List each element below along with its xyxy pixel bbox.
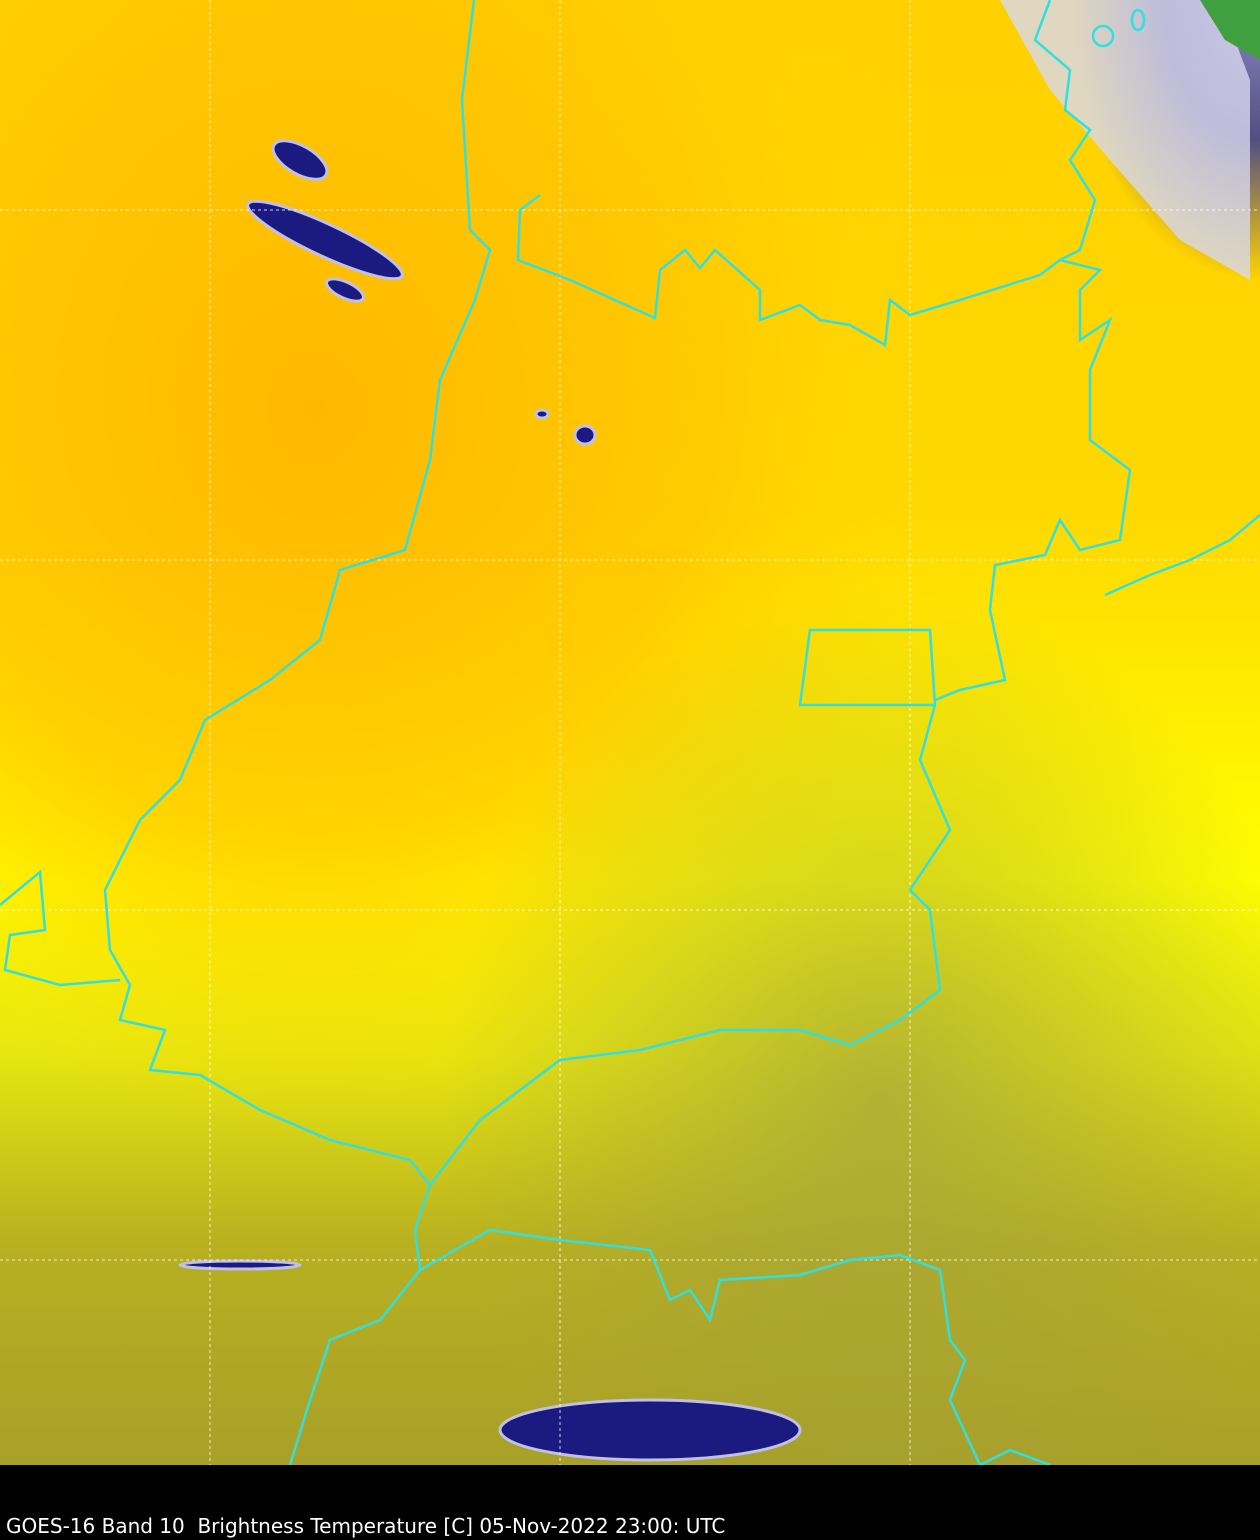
lat-lon-grid — [0, 0, 1260, 1465]
satellite-map — [0, 0, 1260, 1465]
state-borders — [0, 0, 1260, 1465]
figure-caption: GOES-16 Band 10 Brightness Temperature [… — [6, 1514, 726, 1538]
cloud-cells — [178, 139, 802, 1462]
vegetation-patch — [1200, 0, 1260, 60]
cold-cloud-northeast — [1000, 0, 1250, 280]
